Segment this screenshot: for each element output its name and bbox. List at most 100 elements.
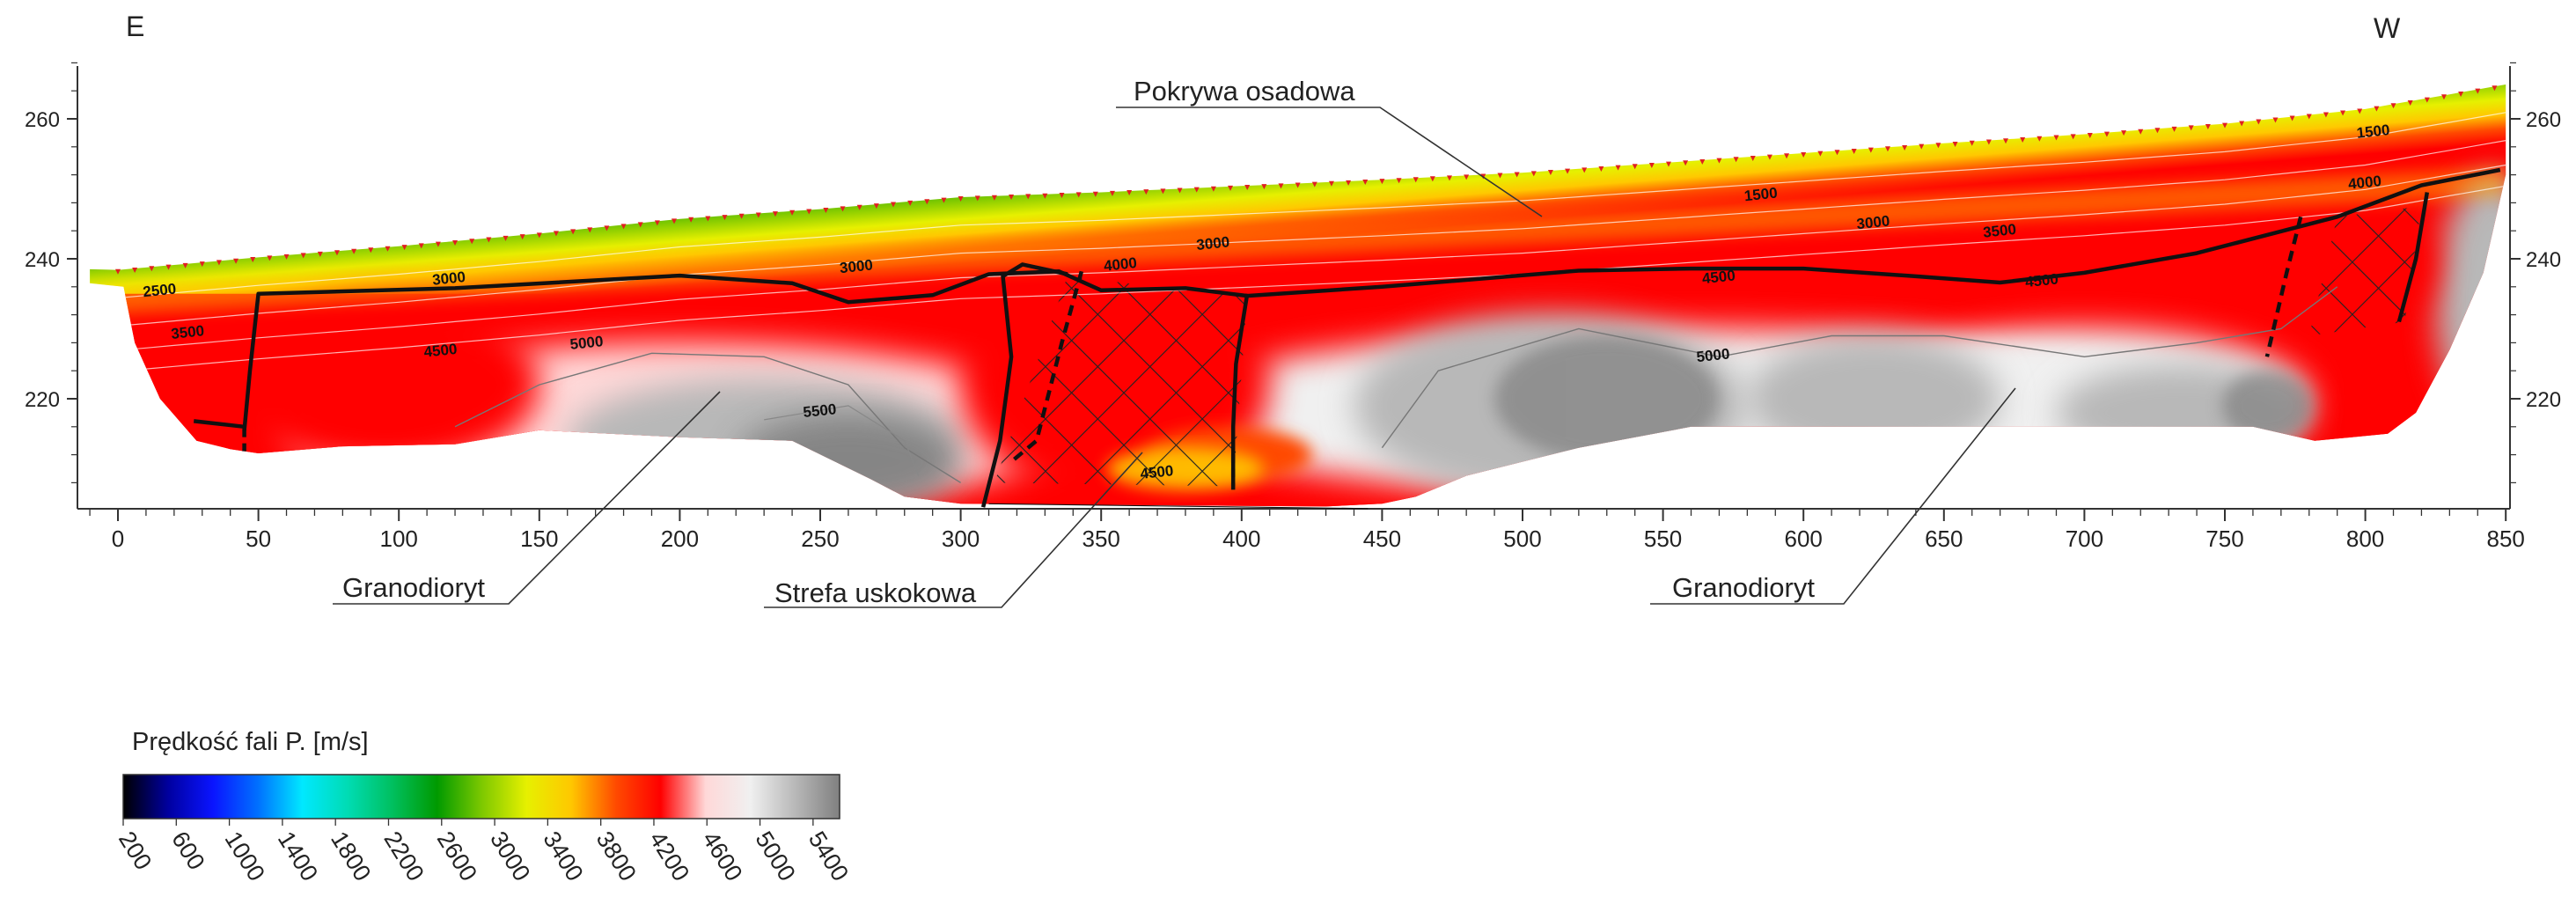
x-tick-label: 400: [1222, 525, 1260, 552]
x-tick-label: 450: [1363, 525, 1401, 552]
geophone-marker: [620, 224, 627, 230]
contour-5000-right: [1381, 286, 2338, 449]
x-tick-label: 300: [942, 525, 980, 552]
geophone-marker: [1160, 188, 1166, 195]
x-tick-label: 850: [2487, 525, 2525, 552]
geophone-marker: [1817, 151, 1824, 157]
geophone-marker: [2272, 117, 2279, 123]
geophone-marker: [856, 204, 862, 210]
fault-central-dashed: [1009, 270, 1084, 464]
x-tick-label: 600: [1785, 525, 1823, 552]
geophone-marker: [283, 254, 290, 260]
geophone-marker: [1716, 158, 1722, 164]
geophone-marker: [2103, 131, 2110, 137]
annotation-text: Strefa uskokowa: [774, 577, 977, 608]
colorbar-tick-label: 1400: [273, 827, 323, 886]
contour-label: 3000: [839, 256, 874, 276]
geophone-marker: [1413, 177, 1419, 183]
geophone-marker: [722, 215, 728, 221]
x-tick-label: 650: [1925, 525, 1963, 552]
geophone-marker: [2070, 134, 2076, 140]
geophone-marker: [907, 200, 914, 206]
fault-east-solid: [2396, 192, 2430, 323]
geophone-marker: [1582, 167, 1588, 173]
geophone-marker: [2407, 99, 2413, 106]
colorbar-ticks: 200 600 1000 1400 1800 2200 2600 3000 3400 3800 42…: [114, 819, 854, 886]
geophone-marker: [1346, 180, 1352, 186]
geophone-marker: [1547, 169, 1553, 175]
annotation-text: Pokrywa osadowa: [1134, 76, 1355, 107]
geophone-marker: [1464, 174, 1470, 180]
geophone-marker: [233, 258, 239, 264]
annotation-strefa-uskokowa: Strefa uskokowa: [764, 452, 1143, 608]
geophone-marker: [958, 196, 964, 202]
geophone-marker: [435, 241, 441, 247]
geophone-marker: [1565, 168, 1571, 174]
geophone-marker: [1261, 184, 1267, 190]
contour-label: 5000: [569, 333, 605, 353]
hatch-zone-east: [2308, 206, 2422, 336]
geophone-marker: [1801, 151, 1807, 158]
contour-label: 4500: [1701, 267, 1736, 287]
annotations: Pokrywa osadowa Granodioryt Strefa uskok…: [333, 76, 2016, 608]
geophone-marker: [2475, 88, 2481, 94]
contour-labels: 1500 1500 2500 3000 3000 3000 3000 3500 3500 4000…: [143, 121, 2391, 482]
geophone-marker: [2171, 126, 2177, 132]
colorbar-gradient: [122, 774, 840, 819]
geophone-marker: [503, 235, 509, 241]
geophone-marker: [2188, 125, 2194, 131]
contour-label: 1500: [1743, 185, 1779, 205]
geophone-marker: [267, 255, 273, 261]
geophone-marker: [250, 256, 256, 262]
contour-3000: [117, 164, 2506, 351]
geophone-marker: [2087, 133, 2093, 139]
geophone-marker: [604, 225, 610, 232]
geophone-marker: [1497, 173, 1503, 179]
x-tick-label: 200: [661, 525, 699, 552]
geophone-marker: [1514, 172, 1520, 178]
colorbar-tick-label: 200: [114, 827, 157, 874]
geophone-marker: [1632, 164, 1638, 170]
direction-left-label: E: [126, 11, 144, 42]
geophone-marker: [1025, 194, 1031, 200]
geophone-marker: [1935, 143, 1941, 149]
geophone-marker: [1092, 191, 1098, 197]
geophone-marker: [2424, 97, 2430, 103]
colorbar-title: Prędkość fali P. [m/s]: [132, 728, 369, 756]
annotation-pokrywa-osadowa: Pokrywa osadowa: [1116, 76, 1543, 217]
contour-label: 4000: [2347, 173, 2382, 193]
contour-label: 5000: [1696, 345, 1731, 365]
leader-line: [764, 452, 1143, 608]
geophone-marker: [1278, 183, 1284, 189]
geophone-marker: [705, 216, 711, 222]
fault-east-dashed: [2264, 216, 2303, 357]
velocity-blob: [230, 300, 539, 469]
x-tick-label: 500: [1503, 525, 1541, 552]
geophone-marker: [115, 268, 121, 275]
geophone-marker: [1193, 187, 1200, 193]
geophone-marker: [789, 209, 796, 216]
geophone-marker: [452, 239, 459, 246]
contour-2500: [117, 140, 2506, 327]
geophone-marker: [1328, 180, 1334, 187]
contour-label: 3000: [1856, 212, 1891, 232]
velocity-blob: [1494, 335, 1720, 462]
colorbar-tick-label: 600: [166, 827, 209, 874]
y-tick-label-right: 240: [2526, 248, 2561, 272]
geophone-marker: [536, 232, 542, 239]
geophone-marker: [1244, 185, 1251, 191]
geophone-marker: [2340, 110, 2346, 116]
geophone-marker: [132, 268, 138, 274]
geophone-marker: [755, 212, 761, 218]
contour-label: 1500: [2356, 121, 2391, 142]
geophone-marker: [1447, 175, 1453, 181]
geophone-marker: [2138, 129, 2144, 135]
boundary-left-stub: [193, 419, 245, 430]
geophone-marker: [1919, 143, 1925, 150]
geophone-marker: [199, 261, 205, 268]
contour-label: 4500: [2024, 270, 2059, 290]
y-tick-label-left: 220: [25, 388, 60, 412]
geophone-marker: [1075, 192, 1082, 198]
colorbar: Prędkość fali P. [m/s] 200 600 1000 1400 180…: [114, 728, 854, 886]
